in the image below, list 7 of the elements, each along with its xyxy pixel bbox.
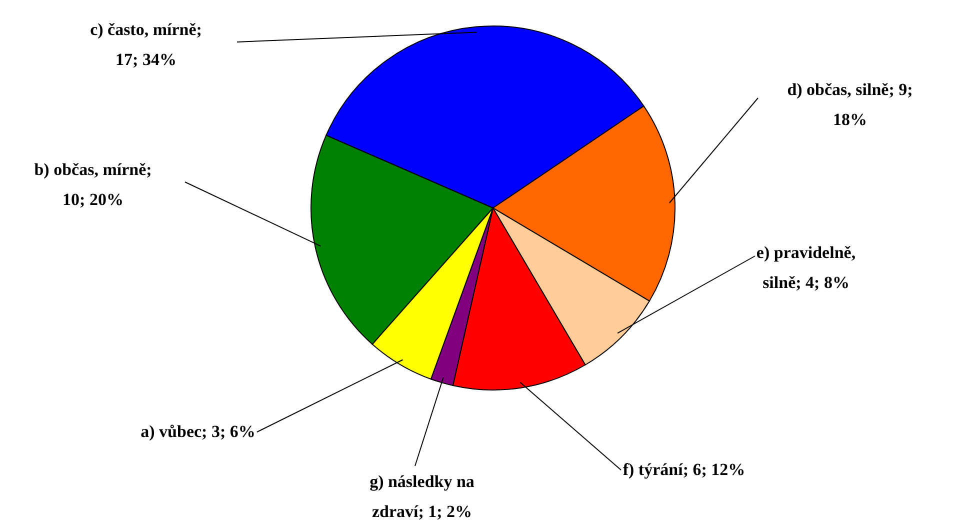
slice-label: a) vůbec; 3; 6% <box>140 422 256 441</box>
slice-label: c) často, mírně; 17; 34% <box>90 20 202 69</box>
slice-label: d) občas, silně; 9; 18% <box>787 80 913 129</box>
slice-label: f) týrání; 6; 12% <box>622 460 746 479</box>
slice-label: e) pravidelně, silně; 4; 8% <box>756 243 856 292</box>
slice-label: b) občas, mírně; 10; 20% <box>34 160 152 209</box>
slice-label: g) následky na zdraví; 1; 2% <box>370 472 475 521</box>
